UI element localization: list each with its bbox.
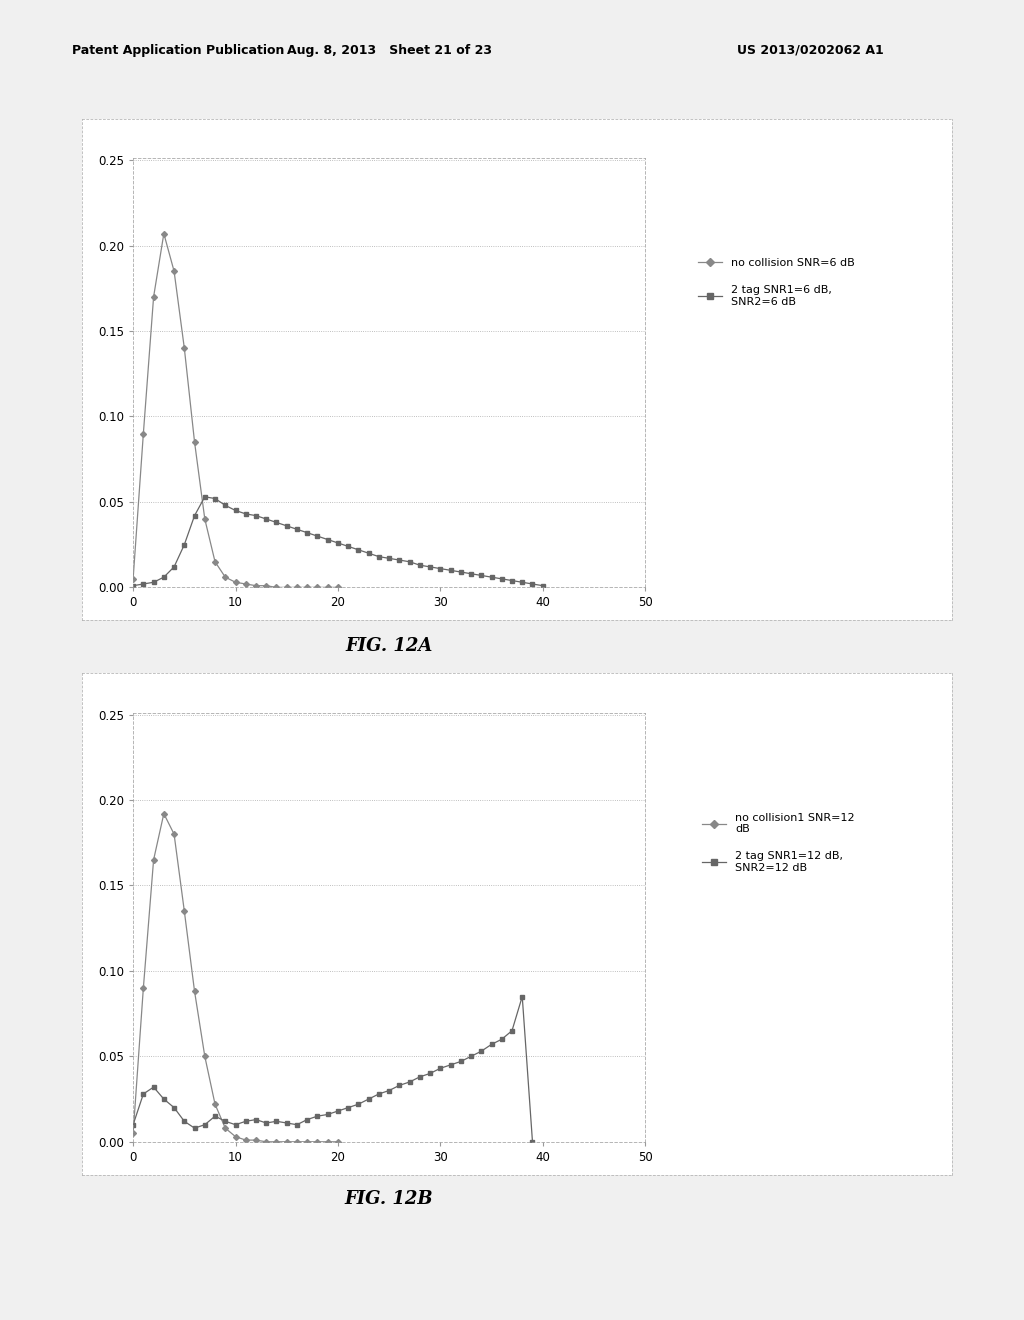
Text: FIG. 12B: FIG. 12B	[345, 1189, 433, 1208]
Text: Patent Application Publication: Patent Application Publication	[72, 44, 284, 57]
Text: FIG. 12A: FIG. 12A	[345, 636, 433, 655]
Text: US 2013/0202062 A1: US 2013/0202062 A1	[737, 44, 884, 57]
Text: Aug. 8, 2013   Sheet 21 of 23: Aug. 8, 2013 Sheet 21 of 23	[287, 44, 492, 57]
Legend: no collision1 SNR=12
dB, 2 tag SNR1=12 dB,
SNR2=12 dB: no collision1 SNR=12 dB, 2 tag SNR1=12 d…	[701, 813, 855, 873]
Legend: no collision SNR=6 dB, 2 tag SNR1=6 dB,
SNR2=6 dB: no collision SNR=6 dB, 2 tag SNR1=6 dB, …	[697, 259, 855, 306]
